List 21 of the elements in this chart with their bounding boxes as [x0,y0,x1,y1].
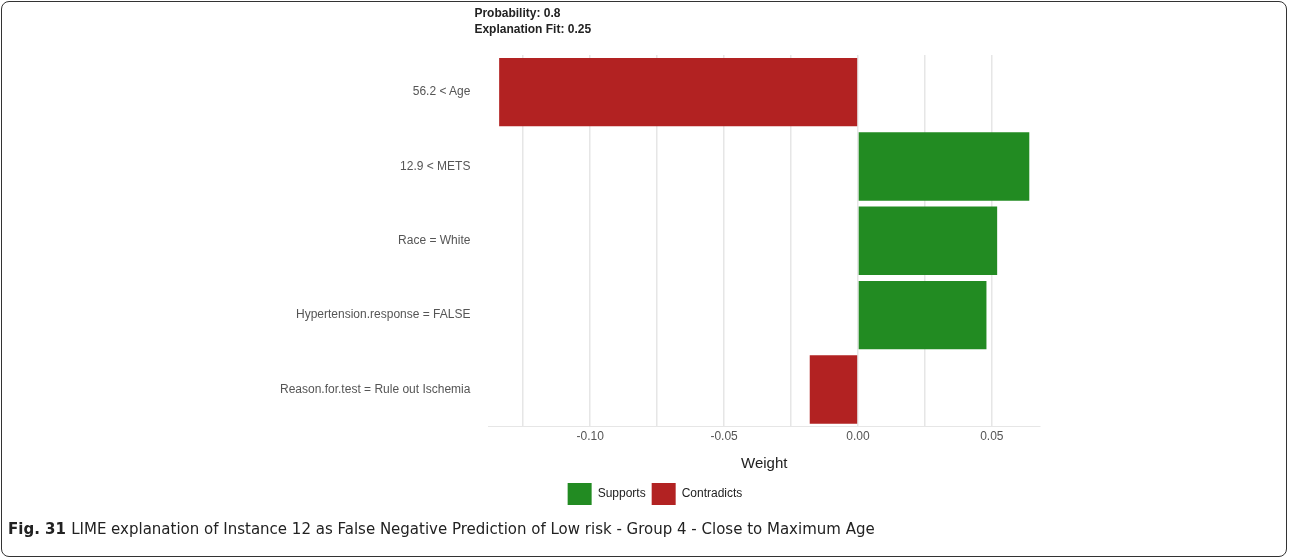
bar [858,206,998,275]
bar [499,57,858,127]
y-tick-label: 56.2 < Age [412,84,471,99]
legend-label: Contradicts [681,486,743,501]
x-tick-label: -0.10 [576,429,605,444]
x-axis-title: Weight [741,454,789,472]
bar [858,280,987,350]
bar [809,355,858,424]
x-tick-label: 0.00 [846,429,870,444]
chart-subtitle: Explanation Fit: 0.25 [474,22,592,36]
y-tick-label: Hypertension.response = FALSE [296,307,471,322]
caption: Fig. 31 [8,520,67,538]
y-tick-label: Race = White [398,233,471,248]
bar [858,132,1030,201]
y-tick-label: 12.9 < METS [400,158,471,173]
text: LIME explanation of Instance 12 as False Negative Prediction of Low risk - Group 4 - Close to Maximum Age [71,520,875,538]
y-tick-label: Reason.for.test = Rule out Ischemia [280,381,471,396]
x-tick-label: -0.05 [710,429,739,444]
x-tick-label: 0.05 [980,429,1004,444]
legend-label: Supports [597,486,646,501]
chart-title: Probability: 0.8 [474,6,561,20]
